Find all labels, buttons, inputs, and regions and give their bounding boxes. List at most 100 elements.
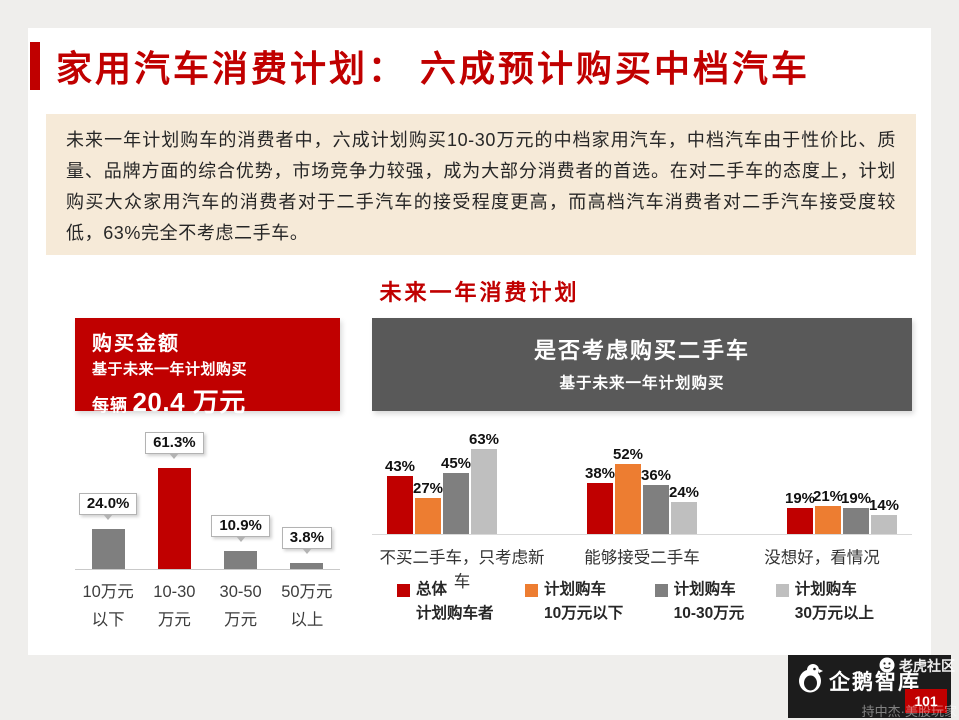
bar: [587, 482, 613, 534]
purchase-amount-subtitle: 基于未来一年计划购买: [92, 361, 248, 378]
legend-label-line2: 10-30万元: [673, 605, 745, 622]
legend-item: 计划购车 10-30万元: [654, 578, 745, 626]
purchase-amount-chart: 24.0% 61.3% 10.9% 3.8%: [75, 400, 340, 570]
bar: [671, 501, 697, 534]
bar-column: 36%: [640, 467, 672, 534]
legend-label-line2: 10万元以下: [543, 605, 624, 622]
summary-text: 未来一年计划购车的消费者中，六成计划购买10-30万元的中档家用汽车，中档汽车由…: [66, 130, 896, 243]
content-card: 家用汽车消费计划： 六成预计购买中档汽车 未来一年计划购车的消费者中，六成计划购…: [28, 28, 931, 655]
title-row: 家用汽车消费计划： 六成预计购买中档汽车: [30, 40, 810, 92]
brand-name: 企鹅智库: [829, 670, 921, 694]
used-car-chart: 43% 27% 45% 63% 38% 52% 36% 24% 19% 21% 19% 14%: [372, 422, 912, 535]
brand-logo: 企鹅智库: [797, 663, 921, 698]
bar-column: 24.0%: [77, 493, 139, 569]
bar-column: 19%: [840, 490, 872, 534]
legend-swatch: [397, 583, 410, 597]
summary-box: 未来一年计划购车的消费者中，六成计划购买10-30万元的中档家用汽车，中档汽车由…: [46, 114, 916, 255]
bar: [871, 515, 897, 534]
chart-legend: 总体计划购车者 计划购车 10万元以下 计划购车 10-30万元 计划购车 30万元以上: [372, 578, 912, 626]
tiger-icon: [879, 657, 895, 676]
legend-item: 计划购车 30万元以上: [775, 578, 874, 626]
bar: [157, 467, 191, 569]
bar-column: 19%: [785, 490, 815, 534]
title-accent-bar: [30, 42, 40, 90]
x-axis-label: 不买二手车，只考虑新车: [379, 549, 545, 591]
bar-column: 3.8%: [276, 526, 338, 569]
used-car-title: 是否考虑购买二手车: [533, 338, 750, 363]
bar-column: 27%: [412, 479, 444, 534]
x-axis-label: 没想好，看情况: [764, 549, 880, 567]
watermark-tiger: 老虎社区: [879, 656, 955, 676]
bar-group: 38% 52% 36% 24%: [584, 445, 700, 534]
bar-value-label: 24%: [668, 483, 700, 501]
legend-label-line1: 计划购车: [775, 578, 874, 602]
x-axis-label: 10万元 以下: [82, 583, 134, 629]
purchase-amount-metric: 每辆 20.4 万元: [92, 382, 340, 419]
bar: [615, 463, 641, 534]
bar-group: 19% 21% 19% 14%: [785, 488, 900, 534]
watermark-bottom: 持中杰·美股玩家: [861, 704, 957, 719]
bar-column: 52%: [612, 445, 644, 534]
bar-column: 43%: [384, 457, 416, 534]
x-axis-label: 能够接受二手车: [584, 549, 700, 567]
bar-value-label: 3.8%: [281, 526, 332, 554]
legend-swatch: [654, 583, 668, 597]
x-axis-label: 50万元 以上: [281, 583, 333, 629]
metric-value: 20.4 万元: [132, 387, 246, 417]
used-car-header: 是否考虑购买二手车 基于未来一年计划购买: [372, 318, 912, 411]
page-title: 家用汽车消费计划： 六成预计购买中档汽车: [56, 48, 811, 89]
bar: [290, 562, 324, 569]
bar: [787, 508, 813, 534]
legend-label-line2: 计划购车者: [416, 605, 494, 622]
x-axis-label: 30-50 万元: [219, 583, 262, 629]
legend-label-line1: 总体: [397, 578, 494, 602]
bar-column: 24%: [668, 483, 700, 534]
bar: [387, 475, 413, 534]
bar-column: 21%: [813, 488, 843, 534]
bar-value-label: 14%: [868, 497, 900, 515]
bar-value-label: 19%: [840, 490, 872, 508]
penguin-logo-icon: [797, 663, 823, 698]
footer-brand-block: 企鹅智库 101: [788, 655, 951, 718]
bar-column: 63%: [468, 430, 500, 534]
bar: [843, 508, 869, 534]
bar: [815, 505, 841, 534]
watermark-tiger-label: 老虎社区: [899, 658, 955, 674]
legend-swatch: [524, 583, 538, 597]
bar-value-label: 10.9%: [211, 515, 270, 543]
legend-label-line1: 计划购车: [524, 578, 623, 602]
bar-column: 10.9%: [210, 515, 272, 569]
bar-value-label: 27%: [412, 479, 444, 497]
bar-column: 45%: [440, 455, 472, 534]
used-car-subtitle: 基于未来一年计划购买: [559, 375, 725, 392]
purchase-amount-xlabels: 10万元 以下 10-30 万元 30-50 万元 50万元 以上: [75, 578, 340, 634]
legend-label-line1: 计划购车: [654, 578, 745, 602]
bar-value-label: 24.0%: [78, 493, 138, 521]
bar: [91, 529, 125, 569]
bar-column: 38%: [584, 464, 616, 534]
bar: [415, 497, 441, 534]
purchase-amount-title: 购买金额: [92, 333, 180, 355]
metric-prefix: 每辆: [92, 396, 128, 415]
bar-value-label: 45%: [440, 455, 472, 473]
bar: [443, 473, 469, 534]
section-title: 未来一年消费计划: [379, 280, 580, 305]
bar-value-label: 61.3%: [145, 431, 204, 459]
legend-item: 总体计划购车者: [397, 578, 494, 626]
legend-label-line2: 30万元以上: [794, 605, 874, 622]
page-number-badge: 101: [905, 689, 947, 713]
bar-column: 61.3%: [143, 431, 205, 569]
bar-value-label: 43%: [384, 457, 416, 475]
bar-value-label: 63%: [468, 430, 500, 448]
x-axis-label: 10-30 万元: [153, 583, 196, 629]
legend-item: 计划购车 10万元以下: [524, 578, 624, 626]
bar-column: 14%: [868, 497, 900, 534]
bar-value-label: 36%: [640, 467, 672, 485]
bar-group: 43% 27% 45% 63%: [384, 430, 500, 534]
bar: [224, 551, 258, 569]
bar-value-label: 38%: [584, 464, 616, 482]
used-car-group-labels: 不买二手车，只考虑新车 能够接受二手车 没想好，看情况: [372, 544, 912, 592]
bar-value-label: 52%: [612, 445, 644, 463]
purchase-amount-header: 购买金额 基于未来一年计划购买 每辆 20.4 万元: [75, 318, 340, 417]
